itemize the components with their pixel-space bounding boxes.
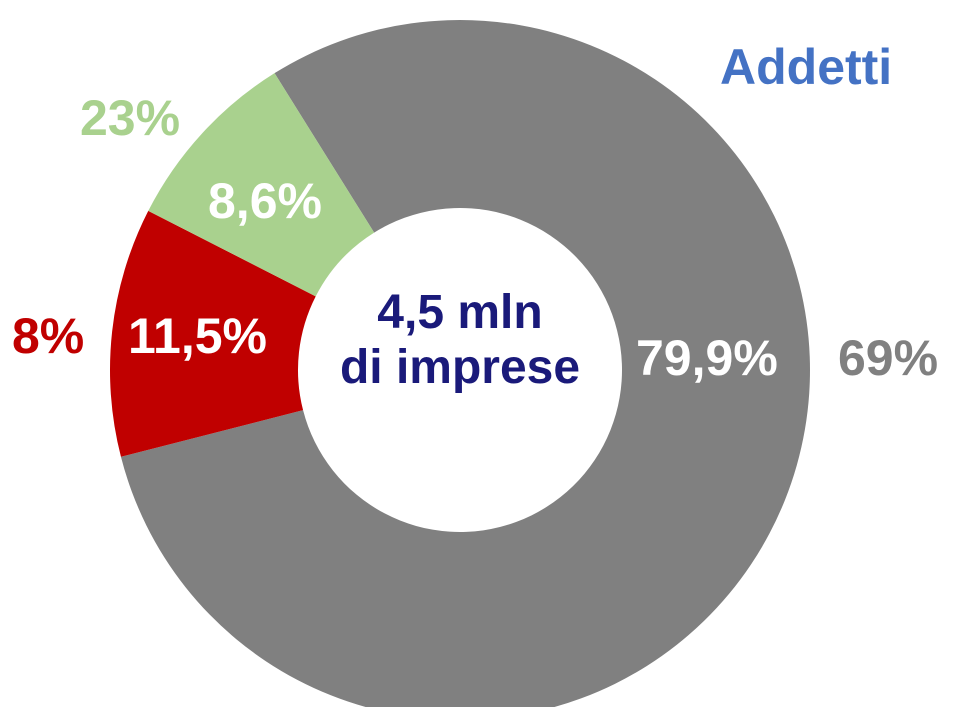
center-label-line1: 4,5 mln: [377, 286, 543, 339]
slice-grey: [120, 20, 810, 707]
chart-title: Addetti: [720, 39, 893, 95]
center-label-line2: di imprese: [339, 341, 581, 395]
slice-grey-inner-label: 79,9%: [636, 330, 778, 386]
center-label: 4,5 mln di imprese: [300, 285, 620, 395]
donut-slices: [110, 20, 810, 707]
slice-grey-outer-label: 69%: [838, 330, 939, 386]
slice-red: [110, 210, 316, 457]
slice-red-outer-label: 8%: [12, 308, 85, 364]
slice-green-inner-label: 8,6%: [208, 173, 322, 229]
slice-green-outer-label: 23%: [80, 90, 181, 146]
slice-green: [148, 73, 375, 297]
slice-red-inner-label: 11,5%: [128, 308, 268, 364]
